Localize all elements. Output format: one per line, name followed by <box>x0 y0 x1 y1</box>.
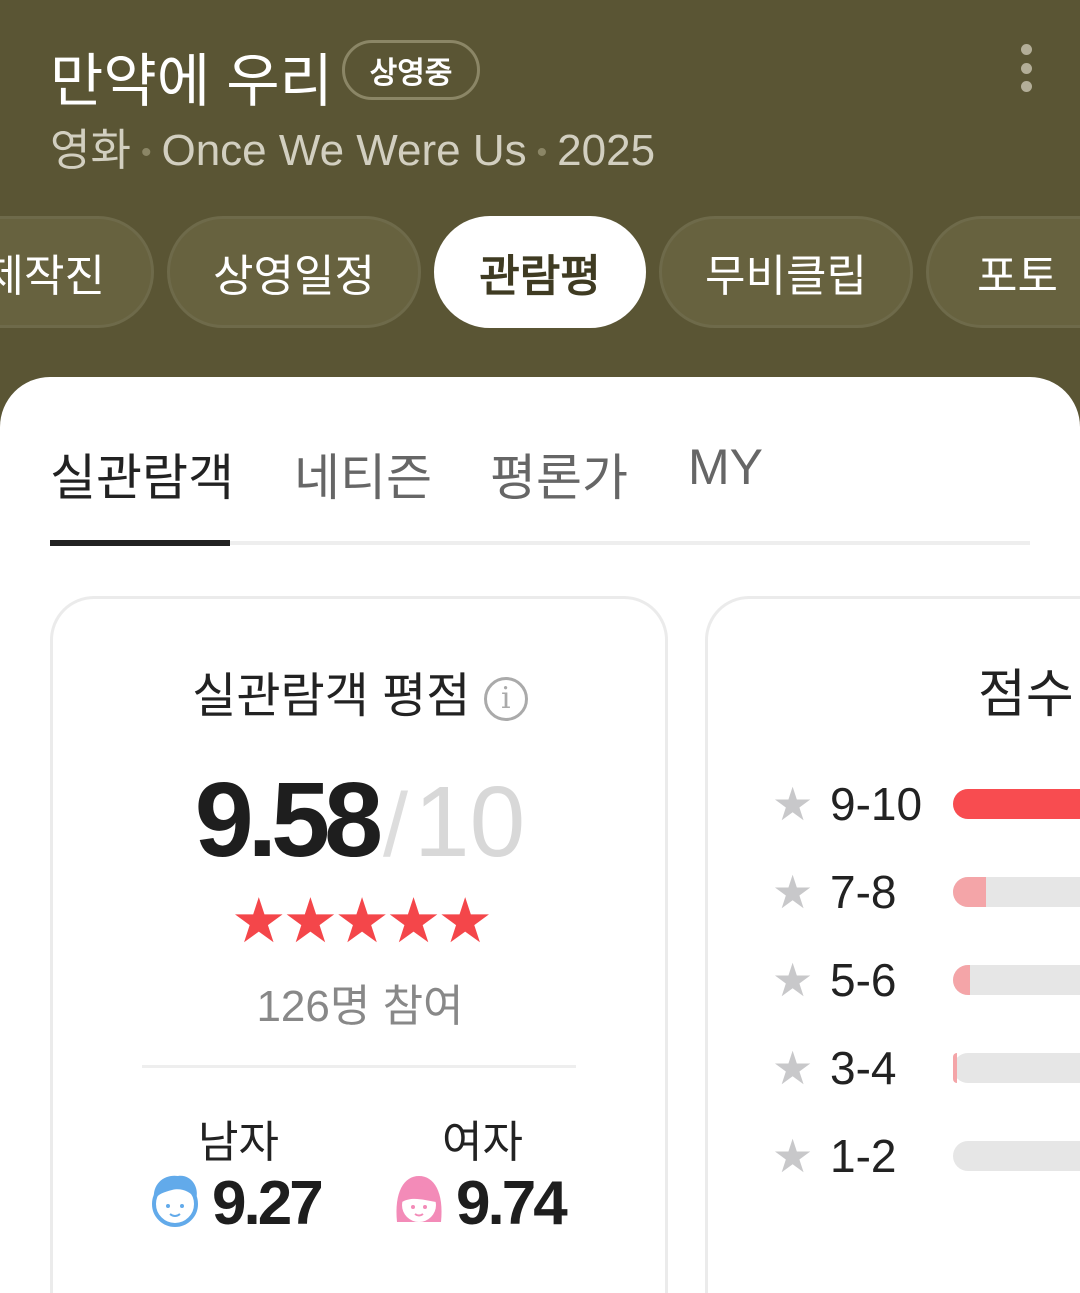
tab-photos[interactable]: 포토 <box>926 216 1080 328</box>
content-sheet <box>0 377 1080 1293</box>
male-face-icon <box>152 1175 198 1227</box>
star-rating: ★★★★★ <box>231 887 493 956</box>
female-face-icon <box>396 1176 442 1222</box>
review-tab-my[interactable]: MY <box>688 439 763 495</box>
tab-crew[interactable]: 제작진 <box>0 216 154 328</box>
english-title: Once We Were Us <box>161 126 527 175</box>
male-score: 9.27 <box>212 1169 324 1238</box>
score-row: ★ 7-8 <box>772 866 954 918</box>
star-icon: ★ <box>772 1042 814 1094</box>
score-range-label: 9-10 <box>830 778 923 830</box>
divider <box>142 1065 576 1068</box>
separator-dot: • <box>140 136 152 170</box>
rating-title-text: 실관람객 평점 <box>192 670 471 723</box>
score-bar-fill <box>953 789 1080 819</box>
movie-meta: 영화 • Once We Were Us • 2025 <box>50 114 655 178</box>
participant-count: 126명 참여 <box>256 982 464 1031</box>
status-badge: 상영중 <box>342 40 480 100</box>
score-max: 10 <box>414 766 526 878</box>
score-bar-fill <box>953 965 970 995</box>
score-bar-fill <box>953 1053 957 1083</box>
score-bar <box>953 1141 1080 1171</box>
average-score: 9.58/10 <box>52 760 668 881</box>
score-row: ★ 5-6 <box>772 954 954 1006</box>
active-tab-indicator <box>50 540 230 546</box>
score-range-label: 5-6 <box>830 954 897 1006</box>
movie-title: 만약에 우리 <box>50 49 333 114</box>
review-tab-audience[interactable]: 실관람객 <box>50 450 234 506</box>
score-bar <box>953 789 1080 819</box>
rating-card-title: 실관람객 평점 i <box>52 656 668 726</box>
review-tab-netizen[interactable]: 네티즌 <box>294 450 432 506</box>
score-bar <box>953 1053 1080 1083</box>
male-label: 남자 <box>198 1118 279 1167</box>
tab-reviews[interactable]: 관람평 <box>434 216 646 328</box>
score-value: 9.58 <box>194 761 383 879</box>
score-bar-fill <box>953 877 986 907</box>
separator-dot: • <box>536 136 548 170</box>
review-tab-critic[interactable]: 평론가 <box>490 450 628 506</box>
distribution-title: 점수 <box>978 666 1074 724</box>
score-range-label: 1-2 <box>830 1130 897 1182</box>
tab-divider <box>50 541 1030 545</box>
female-score: 9.74 <box>456 1169 568 1238</box>
score-row: ★ 3-4 <box>772 1042 954 1094</box>
score-range-label: 7-8 <box>830 866 897 918</box>
score-bar <box>953 965 1080 995</box>
star-icon: ★ <box>772 778 814 830</box>
star-icon: ★ <box>772 866 814 918</box>
score-range-label: 3-4 <box>830 1042 897 1094</box>
score-bar <box>953 877 1080 907</box>
info-icon[interactable]: i <box>483 677 528 722</box>
year: 2025 <box>557 126 656 175</box>
distribution-card <box>705 596 1080 1293</box>
star-icon: ★ <box>772 954 814 1006</box>
score-separator: / <box>383 776 409 876</box>
more-vertical-icon[interactable] <box>1016 44 1036 92</box>
female-label: 여자 <box>442 1118 523 1167</box>
score-row: ★ 1-2 <box>772 1130 954 1182</box>
category: 영화 <box>50 126 131 175</box>
tab-schedule[interactable]: 상영일정 <box>167 216 421 328</box>
tab-movie-clips[interactable]: 무비클립 <box>659 216 913 328</box>
score-row: ★ 9-10 <box>772 778 954 830</box>
star-icon: ★ <box>772 1130 814 1182</box>
rating-card <box>50 596 668 1293</box>
